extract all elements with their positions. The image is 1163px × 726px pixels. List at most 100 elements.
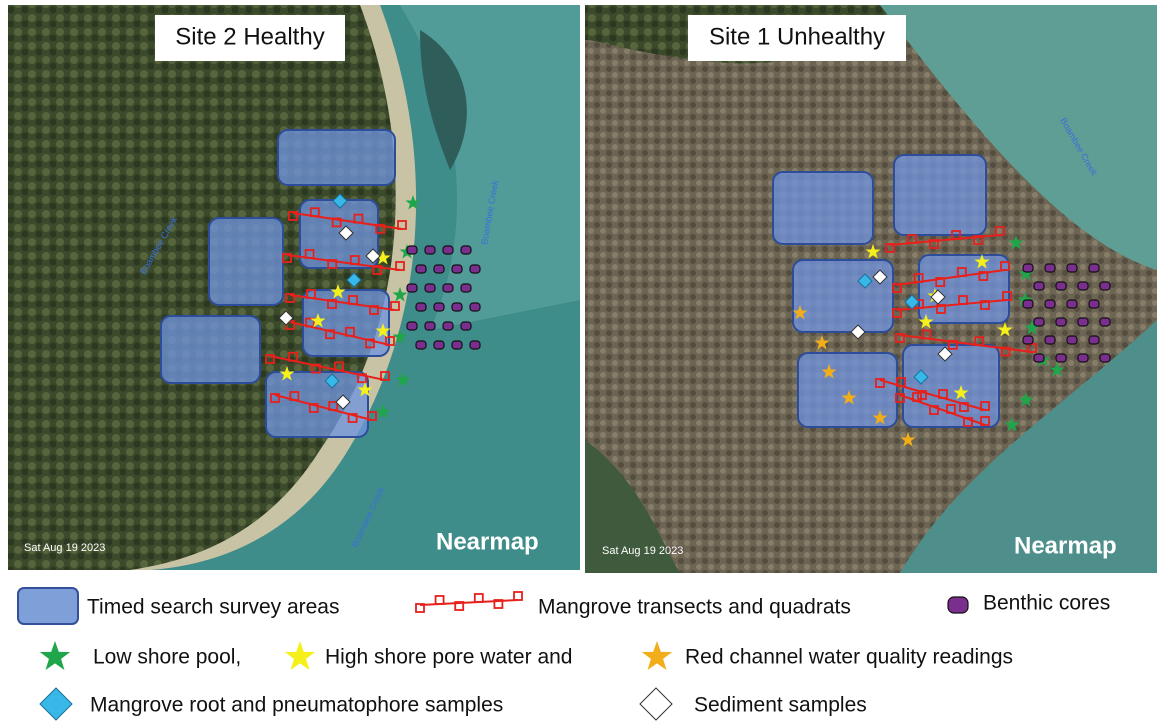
quadrat bbox=[395, 261, 405, 271]
benthic-core bbox=[442, 245, 454, 255]
benthic-core bbox=[433, 340, 445, 350]
benthic-core bbox=[1055, 281, 1067, 291]
benthic-core bbox=[1044, 335, 1056, 345]
transect bbox=[899, 394, 986, 426]
benthic-core bbox=[1055, 353, 1067, 363]
quadrat bbox=[935, 277, 946, 287]
date-stamp: Sat Aug 19 2023 bbox=[602, 545, 683, 557]
survey-area bbox=[902, 344, 1000, 428]
benthic-core bbox=[451, 340, 463, 350]
quadrat bbox=[306, 289, 316, 299]
quadrat bbox=[963, 417, 973, 427]
quadrat bbox=[875, 378, 885, 388]
benthic-core bbox=[1022, 299, 1034, 309]
legend-label: Mangrove transects and quadrats bbox=[538, 596, 851, 619]
quadrat bbox=[929, 239, 939, 249]
watermark: Nearmap bbox=[436, 528, 539, 555]
quadrat bbox=[347, 413, 358, 423]
benthic-core bbox=[424, 245, 436, 255]
quadrat bbox=[282, 253, 292, 263]
quadrat bbox=[921, 329, 932, 340]
quadrat bbox=[885, 243, 895, 253]
legend-label: Red channel water quality readings bbox=[685, 646, 1013, 669]
quadrat bbox=[995, 226, 1005, 236]
quadrat bbox=[385, 336, 395, 346]
quadrat bbox=[375, 223, 386, 234]
benthic-core bbox=[1099, 281, 1111, 291]
survey-area bbox=[772, 171, 874, 245]
quadrat bbox=[365, 338, 375, 349]
benthic-core bbox=[1077, 317, 1089, 327]
survey-area bbox=[792, 259, 894, 333]
benthic-core bbox=[460, 321, 472, 331]
quadrat bbox=[390, 301, 400, 311]
quadrat bbox=[929, 405, 939, 415]
quadrat bbox=[304, 249, 315, 259]
benthic-core bbox=[406, 245, 418, 255]
quadrat bbox=[907, 234, 917, 244]
quadrat bbox=[473, 593, 484, 603]
legend-label: Timed search survey areas bbox=[87, 596, 339, 619]
star bbox=[641, 641, 673, 670]
legend-area-icon bbox=[17, 587, 79, 625]
title-box bbox=[688, 15, 906, 61]
benthic-core bbox=[406, 321, 418, 331]
quadrat bbox=[913, 273, 924, 283]
benthic-core bbox=[1022, 263, 1034, 273]
quadrat bbox=[938, 389, 948, 399]
benthic-core bbox=[460, 283, 472, 293]
quadrat bbox=[892, 283, 902, 293]
panel-title: Site 1 Unhealthy bbox=[709, 23, 885, 50]
quadrat bbox=[980, 401, 990, 411]
quadrat bbox=[434, 595, 445, 605]
benthic-core bbox=[415, 264, 427, 274]
quadrat bbox=[311, 363, 321, 374]
benthic-core bbox=[947, 596, 969, 614]
survey-area bbox=[208, 217, 284, 306]
benthic-core bbox=[1033, 281, 1045, 291]
benthic-core bbox=[469, 340, 481, 350]
quadrat bbox=[415, 603, 425, 613]
benthic-core bbox=[1022, 335, 1034, 345]
panel-title: Site 2 Healthy bbox=[175, 23, 324, 50]
quadrat bbox=[270, 393, 280, 403]
sample-diamond bbox=[278, 310, 294, 326]
quadrat bbox=[265, 354, 275, 364]
benthic-core bbox=[1099, 317, 1111, 327]
quadrat bbox=[308, 403, 319, 413]
quadrat bbox=[1002, 291, 1012, 301]
benthic-core bbox=[1077, 281, 1089, 291]
survey-area bbox=[797, 352, 898, 428]
sample-diamond bbox=[346, 272, 362, 288]
benthic-core bbox=[1066, 299, 1078, 309]
sample-diamond bbox=[930, 289, 946, 305]
benthic-core bbox=[424, 283, 436, 293]
benthic-core bbox=[1033, 317, 1045, 327]
quadrat bbox=[912, 392, 922, 402]
sample-diamond bbox=[338, 225, 354, 241]
legend-label: Benthic cores bbox=[983, 592, 1110, 615]
benthic-core bbox=[1044, 263, 1056, 273]
watermark: Nearmap bbox=[1014, 532, 1117, 559]
benthic-core bbox=[1066, 335, 1078, 345]
benthic-core bbox=[451, 264, 463, 274]
quadrat bbox=[345, 326, 355, 337]
quadrat bbox=[973, 235, 983, 245]
quadrat bbox=[288, 351, 298, 362]
quadrat bbox=[327, 299, 337, 309]
survey-area bbox=[918, 254, 1010, 324]
quadrat bbox=[305, 317, 315, 328]
quadrat bbox=[372, 265, 383, 275]
star bbox=[39, 641, 71, 670]
sample-diamond bbox=[850, 324, 866, 340]
quadrat bbox=[946, 404, 956, 414]
sample-diamond bbox=[335, 394, 351, 410]
sample-diamond bbox=[913, 369, 929, 385]
benthic-core bbox=[433, 264, 445, 274]
quadrat bbox=[349, 255, 360, 265]
quadrat bbox=[334, 361, 344, 372]
benthic-core bbox=[415, 340, 427, 350]
sample-diamond bbox=[324, 373, 340, 389]
quadrat bbox=[289, 391, 300, 401]
